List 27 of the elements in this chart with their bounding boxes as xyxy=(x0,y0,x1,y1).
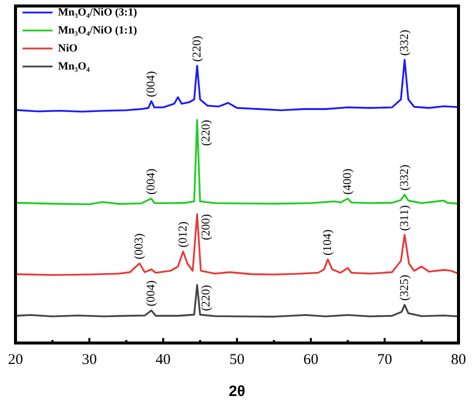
annotation: (004) xyxy=(144,168,158,195)
annotation: (400) xyxy=(340,168,354,195)
annotation: (332) xyxy=(396,164,411,191)
annotation: (220) xyxy=(189,36,204,62)
x-tick-label: 40 xyxy=(156,352,171,368)
annotation: (004) xyxy=(144,280,158,306)
annotation: (104) xyxy=(320,229,334,256)
legend-label: NiO xyxy=(58,42,78,54)
annotation: (220) xyxy=(198,284,212,311)
annotation: (220) xyxy=(198,120,212,146)
legend-label: Mn₃O₄/NiO (1:1) xyxy=(58,24,138,36)
x-tick-label: 60 xyxy=(303,352,318,368)
x-tick-label: 30 xyxy=(82,352,97,368)
legend-label: Mn₃O₄ xyxy=(58,60,90,72)
annotation: (012) xyxy=(175,222,190,248)
x-axis-title: 2θ xyxy=(228,383,246,400)
annotation: (004) xyxy=(144,71,158,98)
legend-label: Mn₃O₄/NiO (3:1) xyxy=(58,6,138,18)
x-tick-label: 70 xyxy=(377,352,392,368)
x-tick-label: 80 xyxy=(451,352,466,368)
annotation: (200) xyxy=(198,214,212,240)
annotation: (003) xyxy=(132,233,146,260)
annotation: (325) xyxy=(396,274,411,301)
annotation: (311) xyxy=(396,205,411,231)
x-tick-label: 20 xyxy=(8,352,23,368)
x-tick-label: 50 xyxy=(230,352,244,368)
annotation: (332) xyxy=(396,30,411,56)
